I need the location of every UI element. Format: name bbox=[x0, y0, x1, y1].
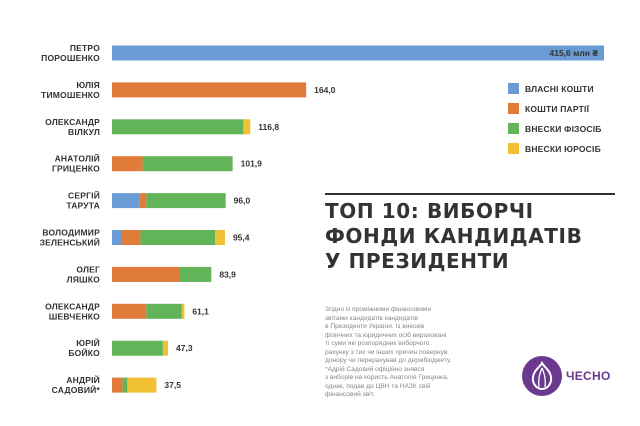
bar-total-label: 95,4 bbox=[233, 233, 250, 243]
footnote-line: в Президенти України. Із внесків bbox=[325, 323, 425, 330]
candidate-name-label: СЕРГІЙ bbox=[68, 190, 100, 201]
bar-segment bbox=[139, 193, 147, 209]
bar-total-label: 101,9 bbox=[241, 159, 263, 169]
candidate-name-label: ОЛЕКСАНДР bbox=[45, 117, 100, 127]
bar-segment bbox=[112, 82, 307, 98]
bar-segment bbox=[112, 340, 163, 356]
bar-segment bbox=[243, 119, 251, 135]
legend-label-legal-entity-donations: ВНЕСКИ ЮРОСІБ bbox=[525, 143, 601, 154]
legend-item-legal-entity-donations: ВНЕСКИ ЮРОСІБ bbox=[508, 142, 602, 155]
chart-title-line: ТОП 10: ВИБОРЧІ bbox=[325, 199, 534, 223]
candidate-name-label: ТИМОШЕНКО bbox=[41, 90, 100, 100]
bar-segment bbox=[146, 193, 226, 209]
logo-text: ЧЕСНО bbox=[566, 369, 611, 383]
footnote-line: фінансовий звіт. bbox=[325, 391, 375, 398]
candidate-name-label: ПЕТРО bbox=[70, 43, 100, 53]
candidate-name-label: ГРИЦЕНКО bbox=[52, 164, 100, 174]
bar-total-label: 47,3 bbox=[176, 343, 193, 353]
chart-title-line: У ПРЕЗИДЕНТИ bbox=[325, 249, 510, 273]
bar-segment bbox=[112, 193, 140, 209]
candidate-name-label: АНДРІЙ bbox=[66, 374, 100, 385]
legend-label-own-funds: ВЛАСНІ КОШТИ bbox=[525, 83, 594, 94]
candidate-name-label: ЮРІЙ bbox=[76, 337, 100, 348]
bar-segment bbox=[122, 377, 128, 393]
candidate-name-label: ЮЛІЯ bbox=[76, 80, 100, 90]
bar-total-label: 164,0 bbox=[314, 85, 336, 95]
bar-segment bbox=[121, 230, 141, 245]
footnote-line: рахунку з тих чи інших причин повернув bbox=[325, 348, 448, 356]
footnote-line: Згідно із проміжними фінансовими bbox=[325, 306, 432, 313]
bar-total-label: 96,0 bbox=[234, 196, 251, 206]
legend-swatch-individual-donations bbox=[508, 123, 519, 134]
bar-segment bbox=[127, 377, 157, 393]
bar-segment bbox=[112, 303, 147, 319]
legend-swatch-party-funds bbox=[508, 103, 519, 114]
footnote-line: донору чи перерахував до держбюджету. bbox=[325, 357, 452, 364]
title-rule bbox=[325, 193, 615, 195]
bar-total-label: 83,9 bbox=[219, 269, 236, 279]
bar-segment bbox=[179, 266, 212, 282]
legend-label-individual-donations: ВНЕСКИ ФІЗОСІБ bbox=[525, 123, 602, 134]
garlic-icon bbox=[522, 356, 562, 396]
candidate-name-label: ОЛЕКСАНДР bbox=[45, 301, 100, 311]
footnote-line: ті суми які розпорядник виборчого bbox=[325, 340, 430, 347]
candidate-name-label: ШЕВЧЕНКО bbox=[49, 311, 100, 321]
chart-legend: ВЛАСНІ КОШТИ КОШТИ ПАРТІЇ ВНЕСКИ ФІЗОСІБ… bbox=[508, 82, 602, 162]
candidate-name-label: ОЛЕГ bbox=[76, 264, 100, 274]
bar-segment bbox=[142, 156, 233, 172]
chart-title-line: ФОНДИ КАНДИДАТІВ bbox=[325, 224, 583, 248]
bar-segment bbox=[146, 303, 182, 319]
bar-total-label: 61,1 bbox=[192, 306, 209, 316]
footnote-line: однак, подав до ЦВН та НАЗК свій bbox=[325, 382, 431, 390]
footnote-line: з виборів на користь Анатолія Гриценка, bbox=[325, 374, 449, 381]
bar-segment bbox=[214, 230, 225, 245]
candidate-name-label: САДОВИЙ* bbox=[52, 384, 101, 395]
candidate-name-label: АНАТОЛІЙ bbox=[55, 153, 100, 164]
bar-total-label: 415,6 млн ₴ bbox=[550, 48, 599, 58]
chesno-logo: ЧЕСНО bbox=[522, 356, 611, 396]
footnote: Згідно із проміжними фінансовими звітами … bbox=[325, 306, 507, 400]
bar-segment bbox=[181, 303, 185, 319]
bar-segment bbox=[112, 156, 143, 172]
candidate-name-label: ЛЯШКО bbox=[67, 274, 101, 284]
legend-item-individual-donations: ВНЕСКИ ФІЗОСІБ bbox=[508, 122, 602, 135]
candidate-name-label: ВОЛОДИМИР bbox=[42, 228, 100, 238]
candidate-name-label: ЗЕЛЕНСЬКИЙ bbox=[40, 237, 100, 248]
legend-item-party-funds: КОШТИ ПАРТІЇ bbox=[508, 102, 602, 115]
footnote-line: фізичних та юридичних осіб вираховані bbox=[325, 331, 447, 339]
bar-segment bbox=[140, 230, 215, 245]
candidate-name-label: ТАРУТА bbox=[66, 201, 100, 211]
bar-total-label: 37,5 bbox=[164, 380, 181, 390]
bar-segment bbox=[112, 266, 180, 282]
bar-segment bbox=[112, 377, 123, 393]
legend-swatch-legal-entity-donations bbox=[508, 143, 519, 154]
legend-label-party-funds: КОШТИ ПАРТІЇ bbox=[525, 103, 590, 114]
bar-segment bbox=[112, 119, 244, 135]
candidate-name-label: ПОРОШЕНКО bbox=[41, 53, 100, 63]
bar-segment bbox=[162, 340, 168, 356]
footnote-line: *Адрій Садовий офіційно знявся bbox=[325, 365, 425, 373]
candidate-name-label: БОЙКО bbox=[68, 347, 100, 358]
candidate-name-label: ВІЛКУЛ bbox=[68, 127, 100, 137]
bar-segment bbox=[112, 230, 122, 245]
legend-swatch-own-funds bbox=[508, 83, 519, 94]
bar-total-label: 116,8 bbox=[258, 122, 279, 132]
legend-item-own-funds: ВЛАСНІ КОШТИ bbox=[508, 82, 602, 95]
bar-segment bbox=[112, 45, 604, 61]
footnote-line: звітами кандидатів кандидатів bbox=[325, 314, 418, 322]
chart-title: ТОП 10: ВИБОРЧІ ФОНДИ КАНДИДАТІВ У ПРЕЗИДЕ… bbox=[325, 199, 625, 274]
